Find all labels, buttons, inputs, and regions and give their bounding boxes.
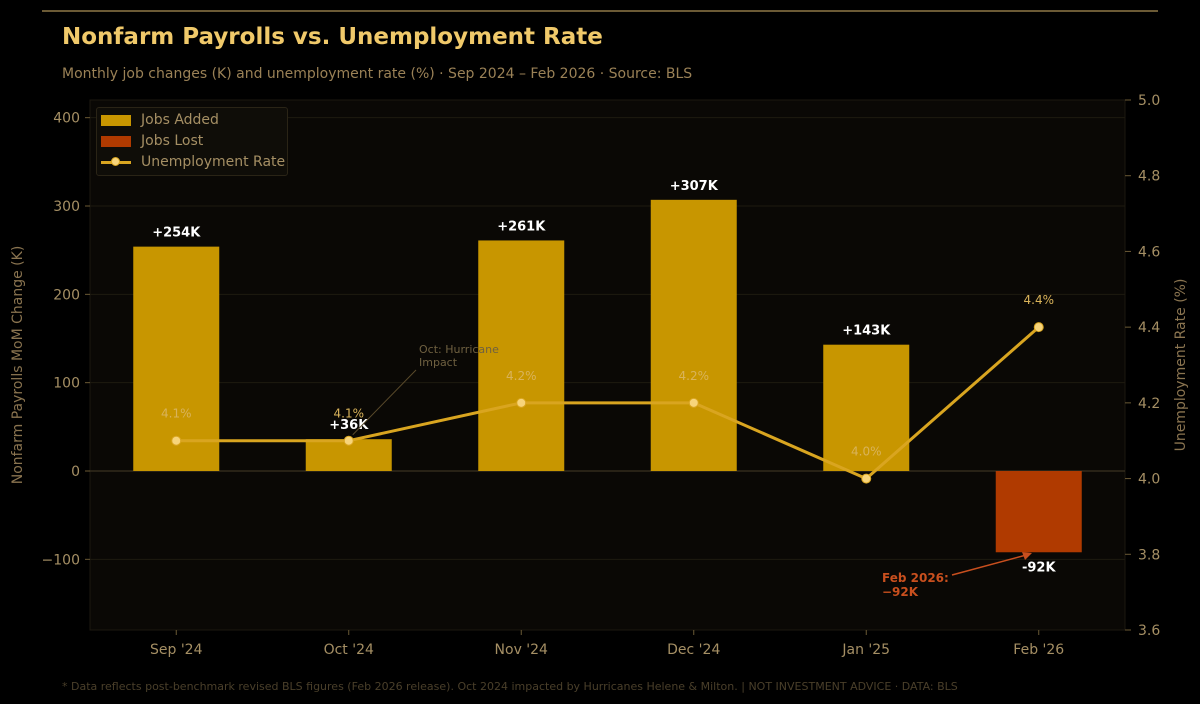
y2-tick-label: 3.8 xyxy=(1138,547,1160,563)
annotation-hurricane-line1: Oct: Hurricane xyxy=(419,343,499,356)
annotation-arrow-feb xyxy=(951,553,1031,576)
y-tick-label: −100 xyxy=(42,552,80,568)
y-tick-label: 0 xyxy=(71,464,80,480)
legend-swatch-loss xyxy=(101,135,131,147)
y-tick-label: 400 xyxy=(53,111,80,127)
x-tick-label: Jan '25 xyxy=(841,642,890,658)
y2-tick-label: 4.2 xyxy=(1138,396,1160,412)
y2-tick-label: 4.4 xyxy=(1138,320,1160,336)
bar-value-label: +261K xyxy=(497,219,546,234)
x-tick-label: Nov '24 xyxy=(495,642,549,658)
unemployment-label: 4.0% xyxy=(851,445,882,459)
unemployment-point xyxy=(516,397,527,408)
unemployment-label: 4.2% xyxy=(679,369,710,383)
unemployment-point xyxy=(1033,322,1044,333)
annotation-hurricane-line2: Impact xyxy=(419,356,458,369)
y-tick-label: 100 xyxy=(53,376,80,392)
unemployment-point xyxy=(861,473,872,484)
unemployment-point xyxy=(343,435,354,446)
y2-tick-label: 4.0 xyxy=(1138,472,1160,488)
x-tick-label: Feb '26 xyxy=(1013,642,1064,658)
unemployment-label: 4.1% xyxy=(334,407,365,421)
unemployment-line xyxy=(176,326,1040,481)
unemployment-label: 4.1% xyxy=(161,407,192,421)
annotation-arrowhead-feb xyxy=(1022,552,1032,560)
legend-item-unemployment: Unemployment Rate xyxy=(101,152,285,172)
bar xyxy=(823,344,910,471)
chart-subtitle: Monthly job changes (K) and unemployment… xyxy=(62,66,693,82)
unemployment-point xyxy=(688,397,699,408)
x-tick-label: Oct '24 xyxy=(324,642,374,658)
y2-tick-label: 5.0 xyxy=(1138,93,1160,109)
legend-line-marker xyxy=(101,156,131,166)
x-tick-label: Dec '24 xyxy=(667,642,720,658)
y2-tick-label: 4.6 xyxy=(1138,244,1160,260)
legend-swatch-gain xyxy=(101,114,131,126)
annotation-arrow-hurricane xyxy=(352,369,417,436)
annotation-feb-line2: −92K xyxy=(882,585,919,599)
unemployment-point xyxy=(171,435,182,446)
bar-value-label: +307K xyxy=(670,179,719,194)
legend-label-unemployment: Unemployment Rate xyxy=(141,154,286,170)
bar-value-label: +143K xyxy=(842,324,891,339)
bar xyxy=(478,240,565,471)
legend-item-jobs-lost: Jobs Lost xyxy=(101,131,203,151)
y-axis-title: Nonfarm Payrolls MoM Change (K) xyxy=(10,246,26,485)
bar xyxy=(650,199,737,472)
unemployment-label: 4.4% xyxy=(1024,293,1055,307)
x-tick-label: Sep '24 xyxy=(150,642,203,658)
unemployment-label: 4.2% xyxy=(506,369,537,383)
legend-label-jobs-lost: Jobs Lost xyxy=(141,133,204,149)
legend-item-jobs-added: Jobs Added xyxy=(101,110,219,130)
bar-value-label: +36K xyxy=(329,418,369,433)
bar-value-label: -92K xyxy=(1022,560,1056,575)
y2-tick-label: 4.8 xyxy=(1138,169,1160,185)
y2-axis-title: Unemployment Rate (%) xyxy=(1173,279,1189,452)
annotation-feb-line1: Feb 2026: xyxy=(882,571,949,585)
y-tick-label: 200 xyxy=(53,287,80,303)
y-tick-label: 300 xyxy=(53,199,80,215)
chart-legend: Jobs Added Jobs Lost Unemployment Rate xyxy=(96,107,288,176)
plot-area xyxy=(89,99,1126,631)
bar xyxy=(133,246,220,471)
y2-tick-label: 3.6 xyxy=(1138,623,1160,639)
bar xyxy=(995,471,1082,553)
chart-title: Nonfarm Payrolls vs. Unemployment Rate xyxy=(62,24,603,50)
legend-label-jobs-added: Jobs Added xyxy=(141,112,219,128)
top-rule xyxy=(42,10,1158,12)
bar-value-label: +254K xyxy=(152,226,201,241)
footnote: * Data reflects post-benchmark revised B… xyxy=(62,680,958,693)
